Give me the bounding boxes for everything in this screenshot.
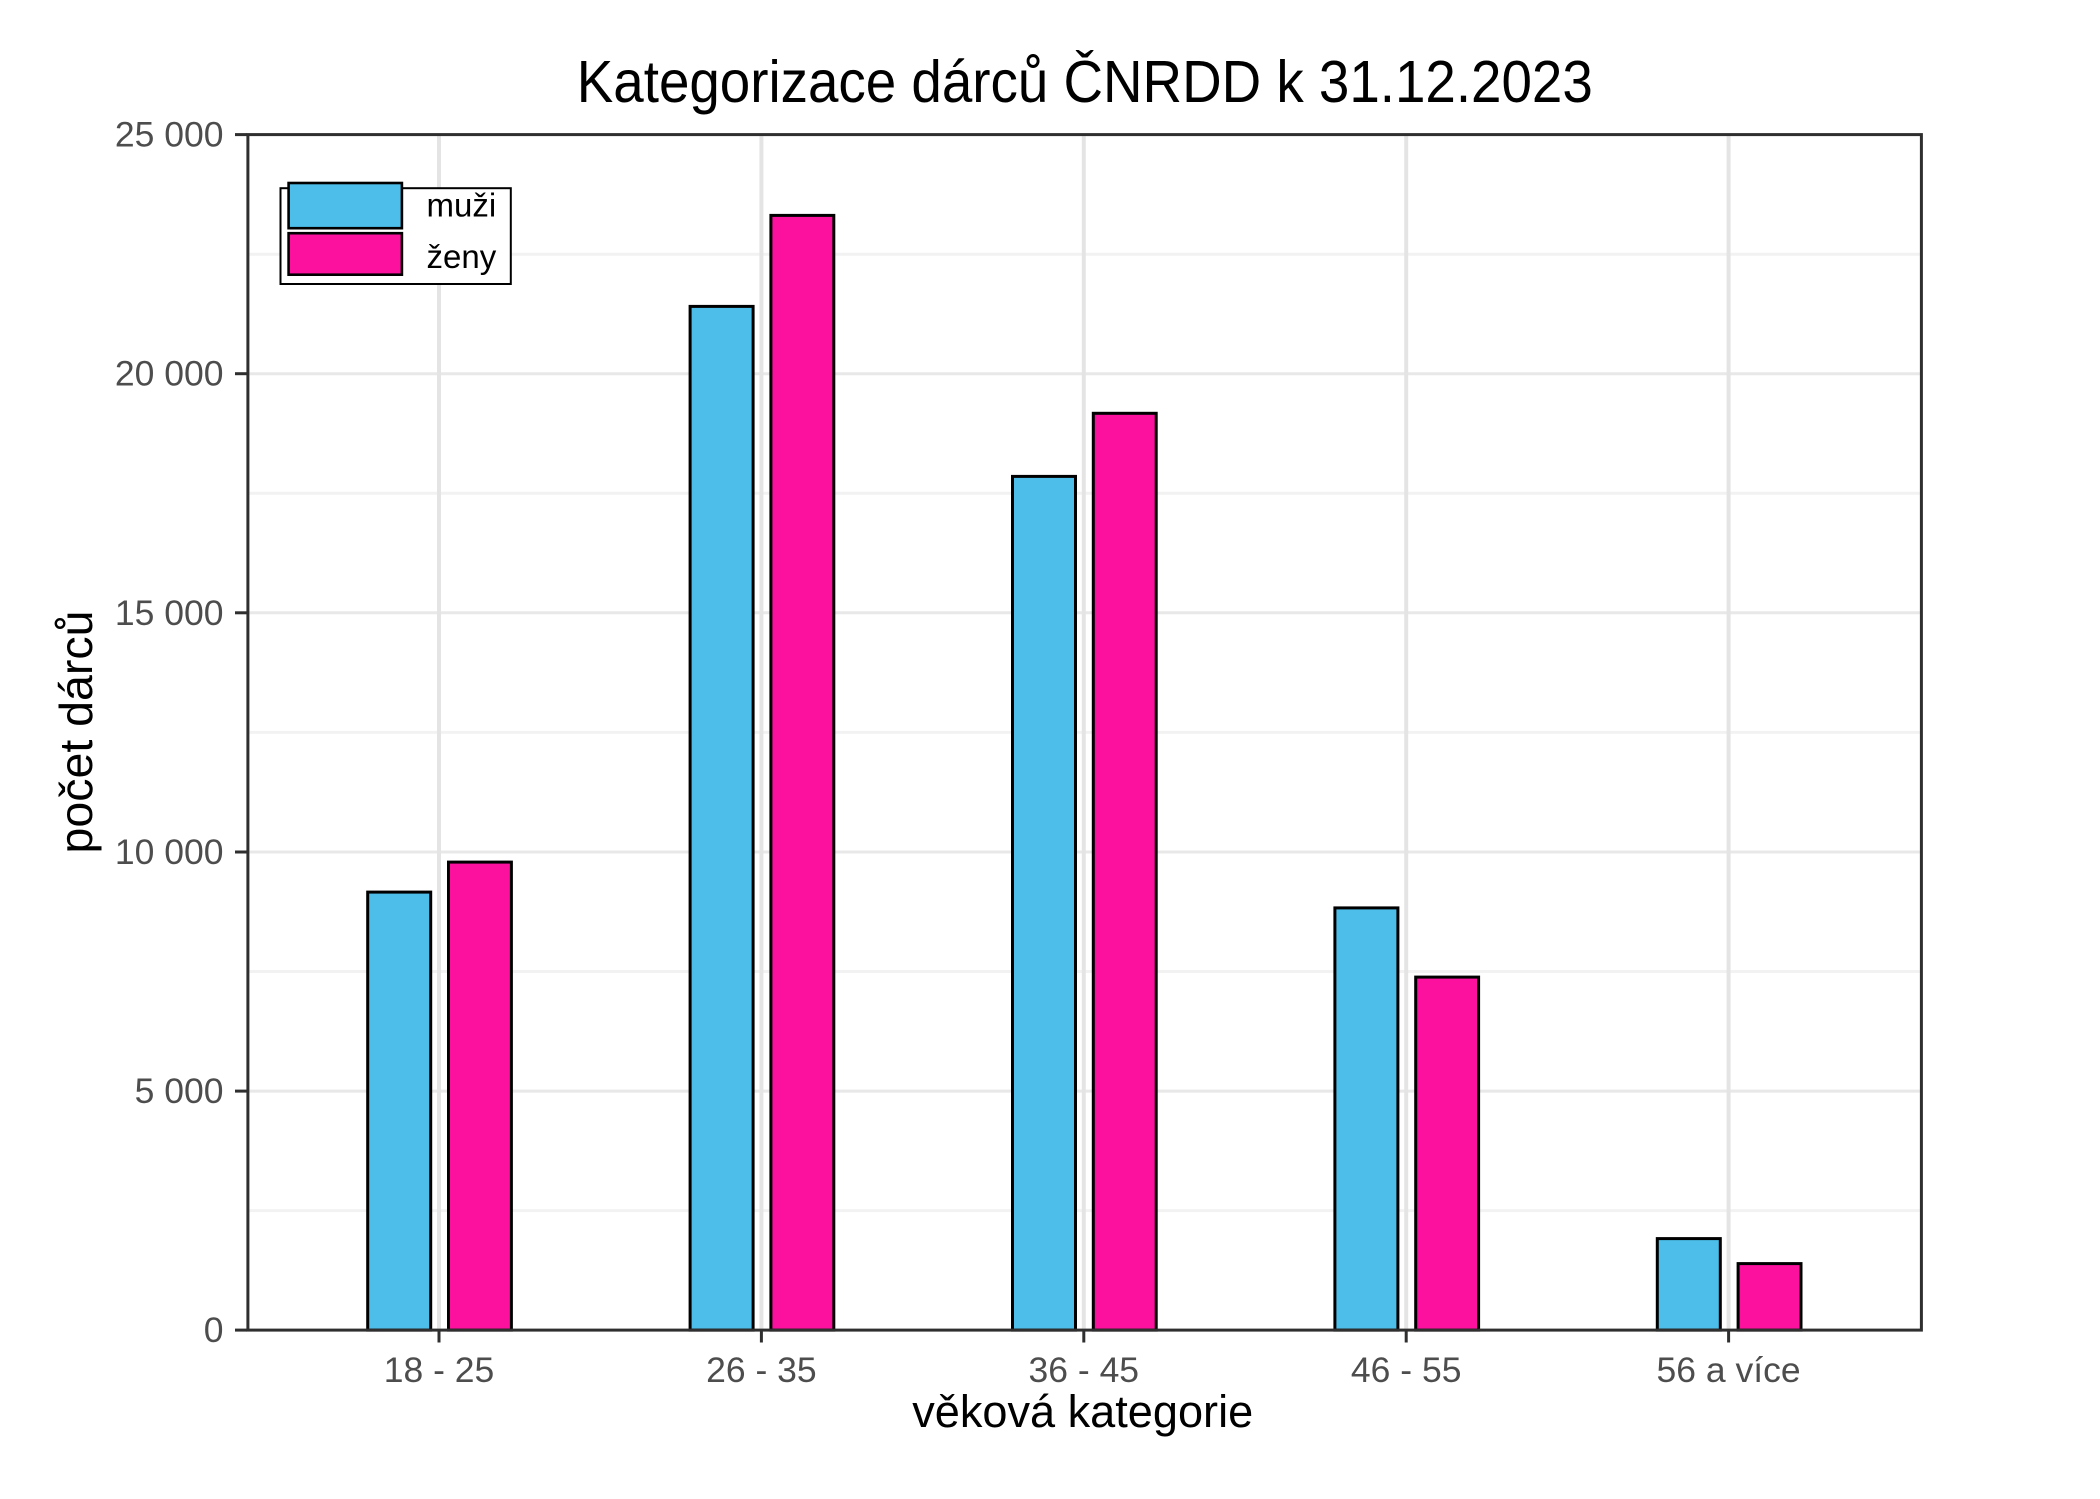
svg-text:0: 0	[204, 1310, 224, 1350]
svg-text:5 000: 5 000	[135, 1071, 224, 1111]
svg-text:muži: muži	[427, 187, 497, 224]
svg-text:26 - 35: 26 - 35	[706, 1350, 817, 1390]
svg-text:Kategorizace dárců ČNRDD k 31.: Kategorizace dárců ČNRDD k 31.12.2023	[577, 48, 1593, 115]
svg-text:počet dárců: počet dárců	[50, 611, 102, 854]
svg-text:18 - 25: 18 - 25	[384, 1350, 495, 1390]
svg-text:36 - 45: 36 - 45	[1029, 1350, 1140, 1390]
svg-text:15 000: 15 000	[115, 593, 224, 633]
svg-text:věková kategorie: věková kategorie	[912, 1386, 1253, 1437]
svg-text:20 000: 20 000	[115, 354, 224, 394]
svg-text:46 - 55: 46 - 55	[1351, 1350, 1462, 1390]
svg-text:25 000: 25 000	[115, 115, 224, 155]
svg-text:56 a více: 56 a více	[1657, 1350, 1801, 1390]
svg-text:10 000: 10 000	[115, 832, 224, 872]
svg-text:ženy: ženy	[427, 238, 497, 275]
